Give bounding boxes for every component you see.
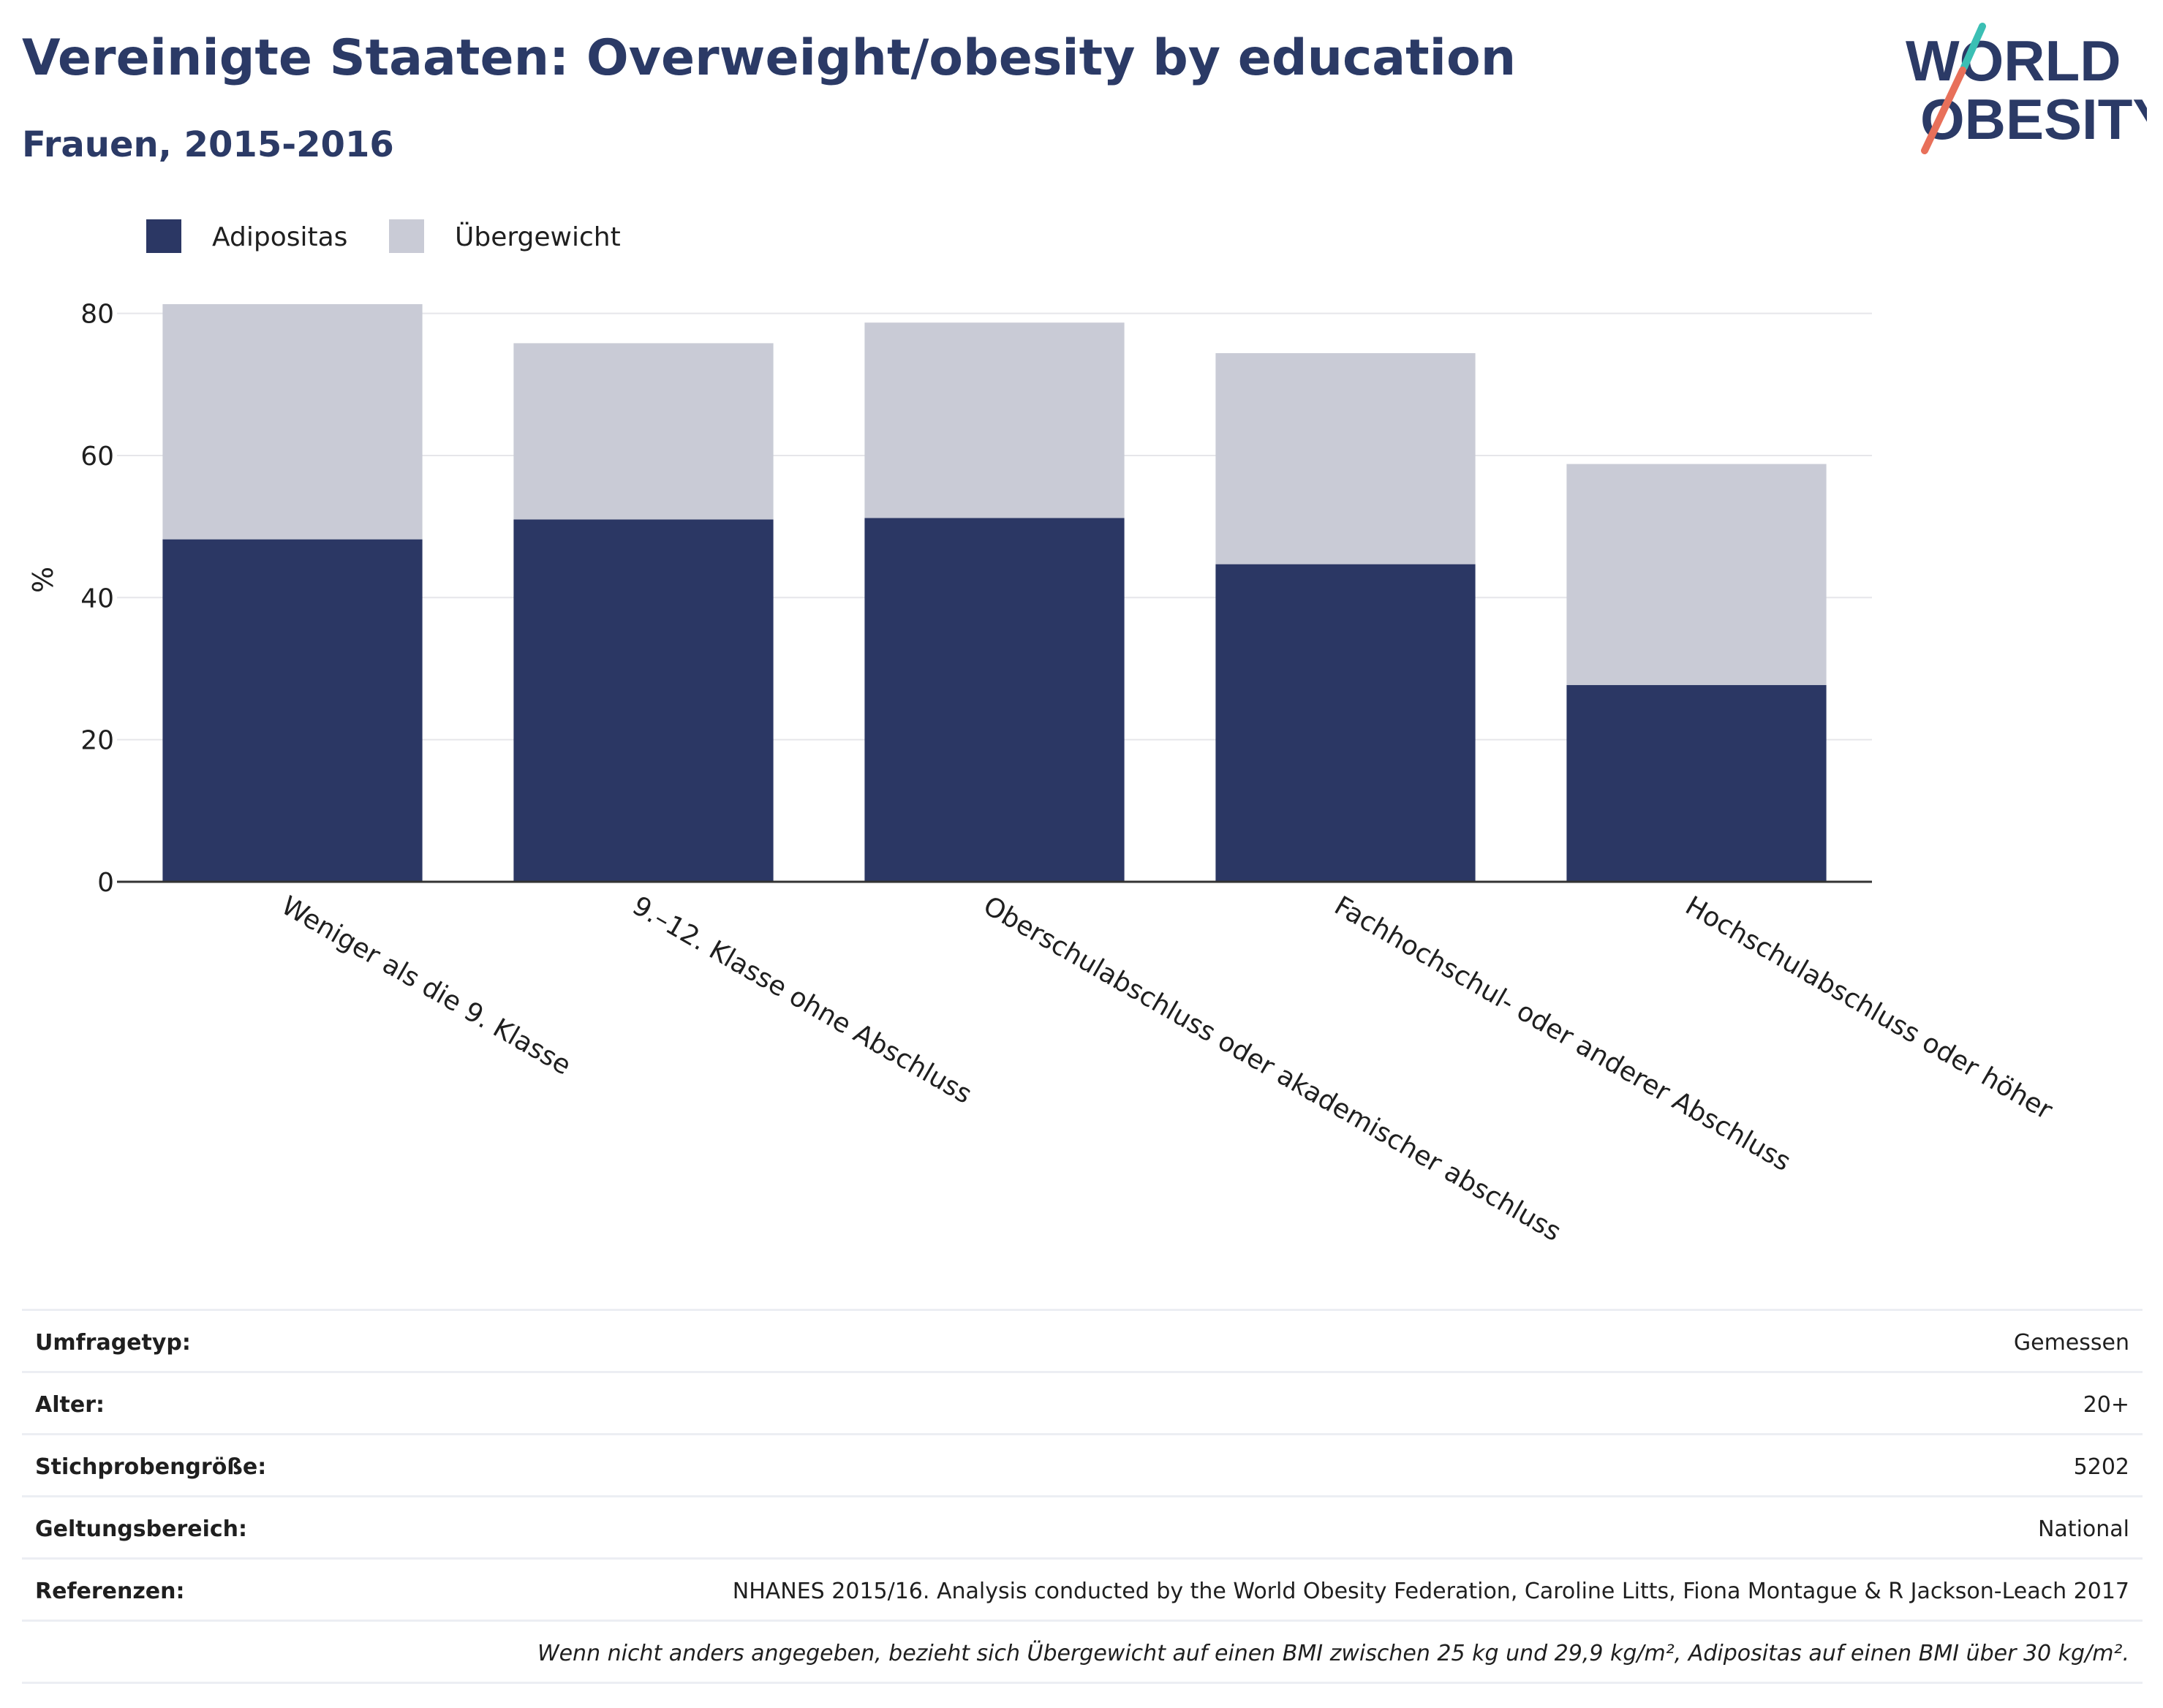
table-row-age: Alter: 20+ [22, 1371, 2143, 1433]
logo-slash-coral [1921, 67, 1966, 154]
bar-obesity-4 [1566, 684, 1827, 882]
y-tick-label: 60 [80, 442, 114, 472]
x-tick-label: 9.–12. Klasse ohne Abschluss [627, 891, 977, 1110]
bar-obesity-1 [513, 519, 774, 882]
y-tick-label: 20 [80, 726, 114, 756]
table-key: Alter: [35, 1392, 105, 1418]
x-tick-label: Weniger als die 9. Klasse [276, 891, 576, 1081]
bmi-note: Wenn nicht anders angegeben, bezieht sic… [537, 1641, 2129, 1666]
bar-overweight-0 [162, 303, 423, 540]
chart-title: Vereinigte Staaten: Overweight/obesity b… [22, 29, 1517, 87]
table-key: Umfragetyp: [35, 1330, 191, 1356]
logo-line1: WORLD [1906, 29, 2121, 93]
legend-swatch-0 [146, 219, 181, 253]
stacked-bar-chart: Adipositas Übergewicht 0 20 40 60 80% Weniger a… [27, 219, 2058, 1247]
table-value: 5202 [2073, 1454, 2129, 1480]
table-key: Stichprobengröße: [35, 1454, 267, 1480]
table-row-survey-type: Umfragetyp: Gemessen [22, 1309, 2143, 1371]
bar-overweight-1 [513, 343, 774, 520]
table-key: Referenzen: [35, 1579, 185, 1604]
bar-obesity-0 [162, 539, 423, 882]
table-row-note: Wenn nicht anders angegeben, bezieht sic… [22, 1620, 2143, 1684]
metadata-table: Umfragetyp: Gemessen Alter: 20+ Stichpro… [22, 1309, 2143, 1684]
y-tick-label: 80 [80, 300, 114, 330]
logo-slash-teal [1960, 23, 1986, 71]
table-row-scope: Geltungsbereich: National [22, 1495, 2143, 1557]
world-obesity-logo: WORLD OBESITY [1906, 23, 2147, 154]
y-axis-label: % [27, 567, 59, 593]
x-tick-label: Hochschulabschluss oder höher [1680, 891, 2058, 1126]
table-row-sample-size: Stichprobengröße: 5202 [22, 1433, 2143, 1495]
table-value: Gemessen [2013, 1330, 2129, 1356]
table-value: 20+ [2083, 1392, 2129, 1418]
bar-obesity-2 [864, 518, 1125, 882]
bar-obesity-3 [1215, 564, 1476, 882]
table-key: Geltungsbereich: [35, 1516, 248, 1542]
bar-overweight-4 [1566, 464, 1827, 685]
table-row-references: Referenzen: NHANES 2015/16. Analysis con… [22, 1557, 2143, 1620]
x-tick-label: Oberschulabschluss oder akademischer abs… [978, 891, 1566, 1247]
y-tick-label: 0 [97, 868, 114, 898]
table-value: NHANES 2015/16. Analysis conducted by th… [732, 1579, 2129, 1604]
legend-swatch-1 [389, 219, 424, 253]
chart-subtitle: Frauen, 2015-2016 [22, 124, 394, 165]
logo-line2: OBESITY [1920, 87, 2147, 151]
table-value: National [2037, 1516, 2129, 1542]
y-tick-label: 40 [80, 583, 114, 613]
bar-overweight-2 [864, 322, 1125, 518]
bar-overweight-3 [1215, 353, 1476, 564]
legend-label-0: Adipositas [212, 222, 347, 252]
legend-label-1: Übergewicht [455, 222, 621, 252]
